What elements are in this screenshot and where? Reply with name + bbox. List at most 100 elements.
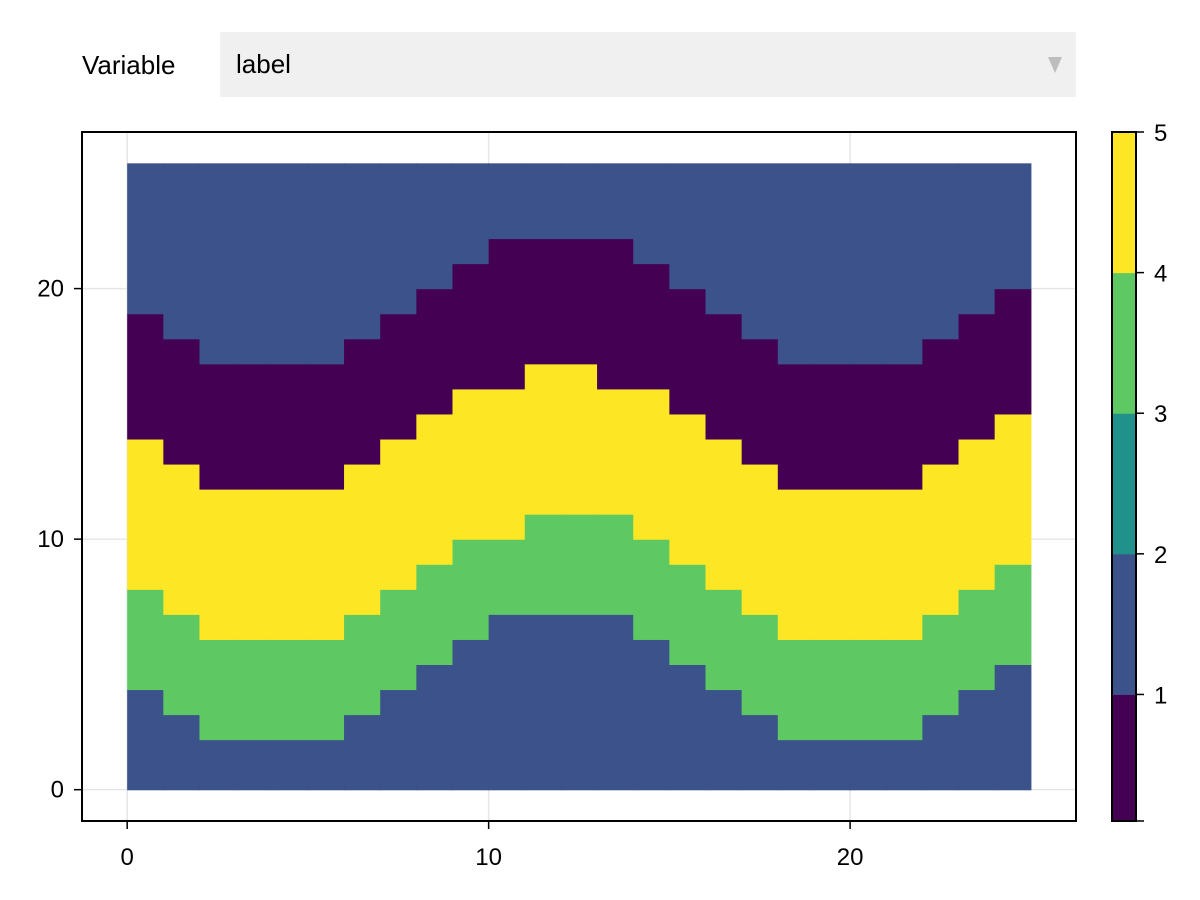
heatmap-cell: [633, 639, 670, 791]
heatmap-cell: [416, 413, 454, 565]
heatmap-cell: [958, 163, 996, 315]
x-tick-label: 10: [475, 844, 502, 871]
colorbar-segment: [1112, 413, 1136, 555]
heatmap-cell: [271, 163, 309, 365]
heatmap-cell: [344, 463, 381, 615]
heatmap-cell: [922, 614, 960, 716]
heatmap-cell: [886, 363, 923, 490]
heatmap-cell: [271, 639, 309, 741]
heatmap-cell: [633, 539, 670, 640]
heatmap-cell: [777, 163, 815, 365]
heatmap-cell: [560, 514, 598, 615]
heatmap-cell: [127, 313, 164, 440]
heatmap-cell: [127, 689, 164, 791]
variable-label: Variable: [82, 50, 176, 80]
colorbar-segment: [1112, 132, 1136, 274]
heatmap-cell: [994, 564, 1032, 666]
heatmap-cell: [271, 489, 309, 640]
heatmap-cell: [705, 163, 743, 315]
heatmap-cell: [777, 739, 815, 791]
colorbar-segment: [1112, 694, 1136, 822]
colorbar: 1 2 3 4 5: [1111, 120, 1167, 822]
heatmap-cells: [127, 163, 1032, 791]
heatmap-cell: [524, 238, 562, 365]
heatmap-cell: [271, 363, 309, 490]
colorbar-tick-label: 2: [1154, 542, 1167, 569]
heatmap-cell: [235, 163, 273, 365]
heatmap-cell: [488, 163, 526, 240]
heatmap-cell: [344, 714, 381, 791]
heatmap-cell: [452, 539, 490, 640]
control-row: Variable label: [0, 0, 1200, 110]
heatmap-cell: [597, 388, 634, 515]
heatmap-cell: [741, 463, 779, 615]
heatmap-cell: [199, 639, 237, 741]
heatmap-cell: [597, 163, 634, 240]
heatmap-cell: [163, 614, 201, 716]
heatmap-cell: [560, 363, 598, 515]
heatmap-cell: [127, 438, 164, 590]
heatmap-cell: [344, 163, 381, 340]
heatmap-cell: [705, 689, 743, 791]
heatmap-cell: [235, 739, 273, 791]
heatmap-cell: [416, 163, 454, 290]
heatmap-cell: [886, 489, 923, 640]
heatmap-cell: [958, 689, 996, 791]
heatmap-cell: [813, 639, 851, 741]
heatmap-cell: [958, 438, 996, 590]
heatmap-cell: [597, 514, 634, 615]
heatmap-cell: [235, 489, 273, 640]
heatmap-cell: [994, 163, 1032, 290]
y-tick-label: 20: [37, 276, 64, 303]
heatmap-cell: [705, 589, 743, 691]
heatmap-cell: [344, 338, 381, 465]
heatmap-cell: [524, 614, 562, 791]
heatmap-cell: [416, 288, 454, 415]
chevron-down-icon: [1048, 57, 1062, 73]
colorbar-tick-label: 1: [1154, 682, 1167, 709]
heatmap-cell: [199, 163, 237, 365]
heatmap-cell: [597, 238, 634, 390]
y-axis: 0 10 20: [37, 276, 82, 804]
heatmap-cell: [560, 163, 598, 240]
heatmap-cell: [163, 463, 201, 615]
heatmap-cell: [560, 238, 598, 365]
heatmap-cell: [307, 363, 345, 490]
colorbar-segment: [1112, 272, 1136, 414]
heatmap-cell: [813, 163, 851, 365]
heatmap-cell: [922, 463, 960, 615]
heatmap-cell: [380, 589, 417, 691]
heatmap-cell: [452, 388, 490, 540]
heatmap-cell: [777, 639, 815, 741]
heatmap-cell: [669, 413, 707, 565]
heatmap-cell: [488, 238, 526, 390]
heatmap-cell: [524, 163, 562, 240]
heatmap-cell: [416, 664, 454, 791]
heatmap-cell: [813, 739, 851, 791]
heatmap-cell: [524, 514, 562, 615]
heatmap-cell: [958, 589, 996, 691]
heatmap-cell: [777, 489, 815, 640]
heatmap-cell: [452, 639, 490, 791]
heatmap-cell: [524, 363, 562, 515]
heatmap-cell: [994, 664, 1032, 791]
heatmap-cell: [741, 614, 779, 716]
heatmap-cell: [199, 363, 237, 490]
heatmap-cell: [416, 564, 454, 666]
heatmap-cell: [669, 163, 707, 290]
heatmap-cell: [307, 489, 345, 640]
heatmap-cell: [633, 263, 670, 390]
heatmap-cell: [380, 438, 417, 590]
variable-dropdown[interactable]: label: [220, 32, 1076, 97]
heatmap-cell: [705, 438, 743, 590]
colorbar-segment: [1112, 553, 1136, 695]
x-tick-label: 20: [837, 844, 864, 871]
heatmap-cell: [163, 714, 201, 791]
heatmap-cell: [597, 614, 634, 791]
colorbar-frame: [1111, 131, 1137, 822]
heatmap-cell: [307, 739, 345, 791]
heatmap-cell: [380, 689, 417, 791]
heatmap-cell: [741, 338, 779, 465]
heatmap-cell: [741, 163, 779, 340]
heatmap-cell: [958, 313, 996, 440]
